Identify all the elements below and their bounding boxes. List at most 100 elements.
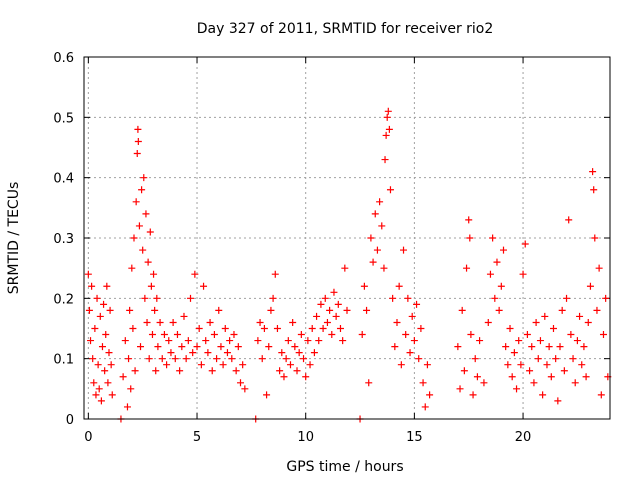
data-point (484, 318, 492, 326)
data-point (381, 156, 389, 164)
data-point (602, 294, 610, 302)
data-point (103, 282, 111, 290)
data-point (415, 355, 423, 363)
data-point (543, 361, 551, 369)
data-point (154, 343, 162, 351)
data-point (397, 361, 405, 369)
data-point (578, 361, 586, 369)
data-point (123, 403, 131, 411)
data-point (463, 264, 471, 272)
data-point (476, 337, 484, 345)
x-tick-label: 5 (193, 430, 201, 445)
data-point (465, 216, 473, 224)
x-tick-label: 0 (84, 430, 92, 445)
data-point (169, 318, 177, 326)
data-point (382, 131, 390, 139)
data-point (589, 168, 597, 176)
data-point (567, 331, 575, 339)
data-point (195, 325, 203, 332)
data-point (176, 367, 184, 375)
data-point (456, 385, 464, 393)
data-point (280, 373, 288, 381)
data-point (467, 331, 475, 339)
data-point (132, 198, 140, 206)
data-point (206, 318, 214, 326)
data-point (267, 306, 275, 314)
data-point (591, 234, 599, 242)
data-point (105, 349, 113, 357)
data-point (107, 361, 115, 369)
data-point (254, 337, 262, 345)
data-point (363, 306, 371, 314)
data-point (471, 355, 479, 363)
data-point (143, 318, 151, 326)
data-point (576, 312, 584, 320)
data-point (502, 343, 510, 351)
data-point (380, 264, 388, 272)
data-point (153, 294, 161, 302)
data-point (513, 385, 521, 393)
data-point (101, 367, 109, 375)
data-point (304, 337, 312, 345)
x-ticks: 0 5 10 15 20 (84, 57, 531, 445)
data-point (300, 355, 308, 363)
data-point (221, 325, 229, 332)
data-point (510, 349, 518, 357)
data-point (108, 391, 116, 399)
data-point (236, 379, 244, 387)
data-point (219, 361, 227, 369)
data-point (88, 282, 96, 290)
data-point (234, 343, 242, 351)
y-ticks: 0 0.1 0.2 0.3 0.4 0.5 0.6 (53, 51, 610, 428)
data-point (334, 300, 342, 308)
data-point (493, 258, 501, 266)
data-point (130, 234, 138, 242)
data-point (271, 270, 279, 278)
data-point (269, 294, 277, 302)
data-point (125, 355, 133, 363)
data-point (404, 294, 412, 302)
data-point (85, 306, 93, 314)
y-tick-label: 0.4 (53, 172, 74, 187)
data-point (384, 107, 392, 115)
data-point (506, 325, 514, 332)
data-point (187, 294, 195, 302)
data-point (519, 270, 527, 278)
data-point (419, 379, 427, 387)
data-point (293, 367, 301, 375)
data-point (158, 355, 166, 363)
x-tick-label: 15 (406, 430, 423, 445)
data-point (521, 240, 529, 248)
data-point (321, 294, 329, 302)
data-point (89, 355, 97, 363)
data-point (138, 186, 146, 194)
data-point (584, 318, 592, 326)
data-point (146, 228, 154, 236)
data-point (586, 282, 594, 290)
data-point (147, 282, 155, 290)
data-point (98, 343, 106, 351)
data-point (504, 361, 512, 369)
data-point (92, 391, 100, 399)
data-point (341, 264, 349, 272)
chart-title: Day 327 of 2011, SRMTID for receiver rio… (197, 21, 494, 37)
data-point (541, 312, 549, 320)
data-point (232, 367, 240, 375)
data-point (421, 403, 429, 411)
data-point (369, 258, 377, 266)
data-point (315, 337, 323, 345)
data-point (95, 385, 103, 393)
data-point (491, 294, 499, 302)
data-point (569, 355, 577, 363)
data-point (102, 331, 110, 339)
data-point (189, 349, 197, 357)
data-point (497, 282, 505, 290)
data-point (133, 150, 141, 158)
data-point (182, 355, 190, 363)
data-point (210, 331, 218, 339)
data-point (87, 337, 95, 345)
data-point (532, 318, 540, 326)
data-point (480, 379, 488, 387)
data-point (339, 337, 347, 345)
data-point (389, 294, 397, 302)
